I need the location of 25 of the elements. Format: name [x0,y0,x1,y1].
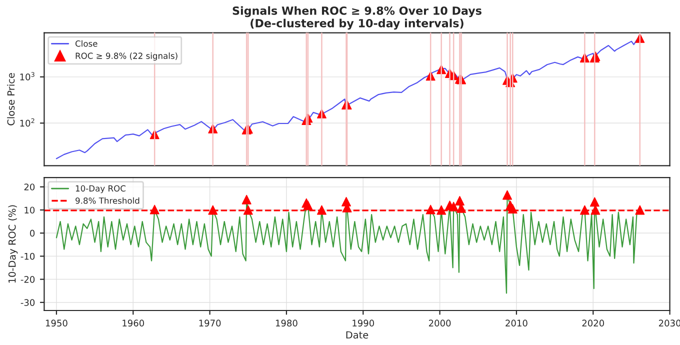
x-tick-label: 2020 [582,320,604,327]
legend-label: ROC ≥ 9.8% (22 signals) [76,52,178,61]
chart-title: Signals When ROC ≥ 9.8% Over 10 Days [232,6,482,18]
chart-subtitle: (De-clustered by 10-day intervals) [250,18,464,30]
y-tick-label: 0 [30,230,35,237]
x-tick-label: 2010 [506,320,528,327]
legend-label: 10-Day ROC [76,185,126,194]
y-tick-label: 10$^{3}$ [20,72,34,80]
x-tick-label: 1990 [352,320,374,327]
y-tick-label: -30 [20,299,35,306]
x-axis-title: Date [346,331,368,339]
y-tick-label: 20 [24,184,35,190]
x-tick-label: 1960 [122,320,144,327]
y-tick-label: 10 [24,206,35,214]
x-tick-label: 1950 [46,320,68,327]
y-axis-title: Close Price [7,73,15,126]
y-tick-label: -10 [20,252,35,260]
y-tick-label: -20 [20,276,35,283]
x-tick-label: 2000 [428,320,451,327]
x-tick-label: 1970 [199,320,221,327]
y-axis-title: 10-Day ROC (%) [8,205,18,283]
legend-label: Close [76,40,98,47]
legend-label: 9.8% Threshold [76,197,140,204]
y-tick-label: 10$^{2}$ [20,118,34,127]
x-tick-label: 1980 [276,320,298,327]
